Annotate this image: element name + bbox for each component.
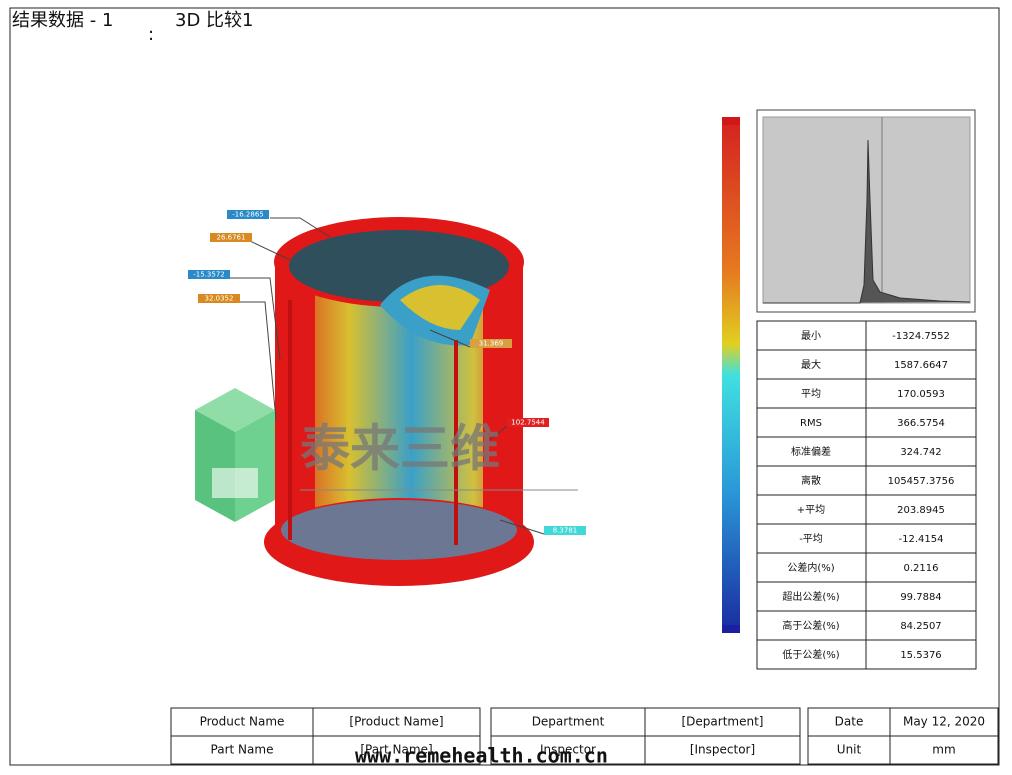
annotation-box: [544, 526, 586, 535]
stats-label: RMS: [800, 418, 822, 429]
stats-cell: [865, 349, 977, 380]
annotation-label: 102.7544: [511, 419, 545, 427]
cylinder-base-inner: [281, 500, 517, 560]
model-view: [264, 217, 534, 586]
footer-label: Part Name: [211, 743, 274, 757]
stats-label: 标准偏差: [791, 445, 831, 458]
footer-cell: [312, 735, 481, 765]
footer-tables: Product Name [Product Name] Part Name [Part…: [170, 707, 999, 765]
footer-value: [Department]: [682, 715, 764, 729]
stats-label: -平均: [799, 533, 823, 545]
annotation-label: 8.3781: [553, 527, 578, 535]
stats-value: -1324.7552: [892, 331, 950, 342]
annotation-box: [507, 418, 549, 427]
footer-cell: [644, 707, 801, 737]
stats-cell: [865, 581, 977, 612]
stats-cell: [865, 378, 977, 409]
footer-cell: [644, 735, 801, 765]
footer-label: Unit: [837, 743, 862, 757]
stats-cell: [756, 494, 867, 525]
stats-value: 15.5376: [900, 650, 941, 661]
stats-cell: [756, 378, 867, 409]
footer-cell: [170, 707, 314, 737]
stats-label: 最大: [801, 358, 821, 371]
footer-value: mm: [932, 743, 955, 757]
footer-cell: [490, 735, 646, 765]
annotation-label: -15.3572: [193, 271, 224, 279]
footer-label: Inspector: [540, 743, 596, 757]
stats-cell: [756, 465, 867, 496]
cylinder-edge: [275, 258, 315, 542]
footer-value: [Inspector]: [690, 743, 755, 757]
stats-label: 高于公差(%): [782, 619, 839, 632]
annotation-label: 32.0352: [205, 295, 234, 303]
watermark-logo: [195, 388, 275, 522]
watermark-logo-text: 泰来三维: [300, 420, 500, 478]
stats-cell: [865, 610, 977, 641]
stats-value: 84.2507: [900, 621, 941, 632]
scale-cap-bottom: [722, 625, 740, 633]
report-subtitle: 3D 比较1: [175, 10, 254, 31]
stats-value: 170.0593: [897, 389, 945, 400]
annotation-label: 26.6761: [217, 234, 246, 242]
footer-value: [Part Name]: [360, 743, 432, 757]
stats-cell: [756, 349, 867, 380]
annotation-box: [188, 270, 230, 279]
watermark-url: www.remehealth.com.cn: [355, 744, 608, 768]
stats-label: 离散: [801, 474, 821, 487]
stats-cell: [756, 407, 867, 438]
report-title: 结果数据 - 1: [12, 10, 113, 31]
footer-label: Date: [835, 715, 864, 729]
title-separator: :: [148, 24, 154, 45]
stats-value: -12.4154: [899, 534, 944, 545]
footer-label: Department: [532, 715, 605, 729]
histogram: [756, 109, 976, 313]
footer-cell: [807, 735, 891, 765]
stats-cell: [756, 436, 867, 467]
stats-label: 超出公差(%): [782, 590, 839, 603]
stats-value: 1587.6647: [894, 360, 948, 371]
stats-label: 平均: [801, 388, 821, 400]
stats-value: 105457.3756: [888, 476, 955, 487]
stats-value: 0.2116: [904, 563, 939, 574]
stats-value: 99.7884: [900, 592, 941, 603]
stats-value: 203.8945: [897, 505, 945, 516]
stats-cell: [865, 407, 977, 438]
color-scale-bar: [722, 117, 740, 633]
stats-table: 最小 -1324.7552 最大 1587.6647 平均 170.0593 RMS 366.…: [756, 320, 977, 670]
footer-cell: [490, 707, 646, 737]
stats-cell: [756, 523, 867, 554]
stats-label: 公差内(%): [787, 561, 834, 574]
footer-value: [Product Name]: [349, 715, 443, 729]
annotation-leaders: [230, 217, 545, 535]
footer-cell: [889, 707, 999, 737]
annotation-box: [210, 233, 252, 242]
page-border: [9, 7, 1000, 766]
stats-label: 低于公差(%): [782, 648, 839, 661]
stats-value: 366.5754: [897, 418, 945, 429]
annotation-box: [227, 210, 269, 219]
annotation-label: -16.2865: [232, 211, 263, 219]
annotation-box: [470, 339, 512, 348]
stats-value: 324.742: [900, 447, 941, 458]
cylinder-edge: [483, 258, 523, 542]
stats-cell: [865, 436, 977, 467]
stats-label: +平均: [797, 504, 825, 516]
stats-label: 最小: [801, 330, 821, 342]
footer-cell: [889, 735, 999, 765]
annotation-label: 31.369: [479, 340, 504, 348]
footer-label: Product Name: [200, 715, 285, 729]
annotation-box: [198, 294, 240, 303]
footer-cell: [807, 707, 891, 737]
footer-value: May 12, 2020: [903, 715, 985, 729]
footer-cell: [170, 735, 314, 765]
stats-cell: [865, 320, 977, 351]
annotations: -16.2865 26.6761 -15.3572 32.0352 31.369 102.…: [188, 210, 586, 535]
inner-patch: [400, 285, 480, 330]
scale-cap-top: [722, 117, 740, 125]
footer-cell: [312, 707, 481, 737]
stats-cell: [865, 639, 977, 670]
